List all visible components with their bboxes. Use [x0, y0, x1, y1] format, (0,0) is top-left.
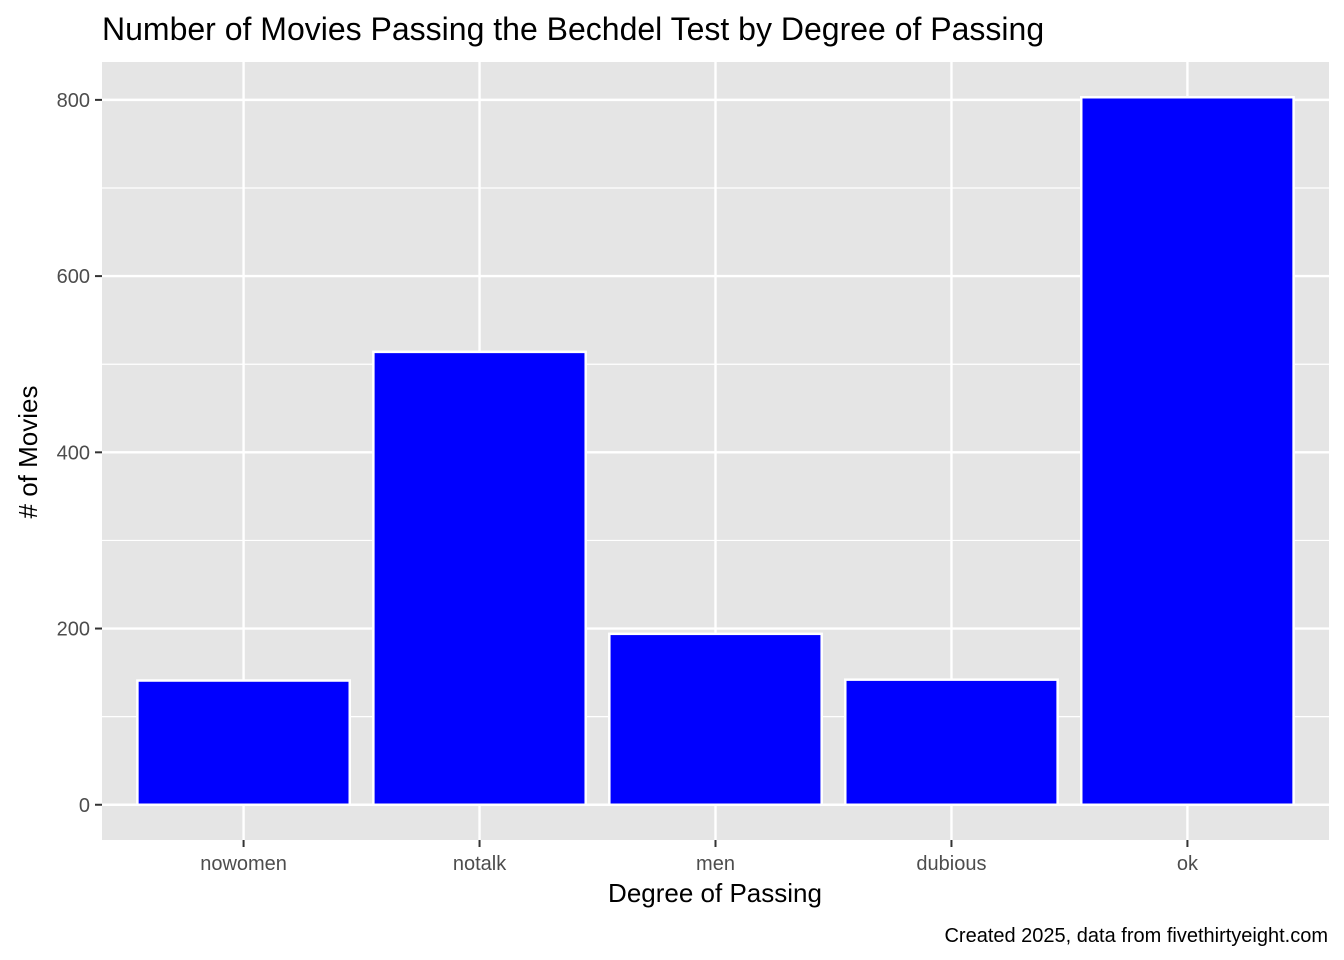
- y-axis-title: # of Movies: [13, 386, 43, 519]
- y-axis-ticks: 0 200 400 600 800: [57, 90, 102, 817]
- x-tick-label-dubious: dubious: [916, 853, 986, 875]
- bar-nowomen: [136, 679, 352, 807]
- y-tick-label: 600: [57, 266, 90, 288]
- y-tick-label: 800: [57, 90, 90, 112]
- x-axis-title: Degree of Passing: [608, 878, 822, 908]
- bars: [136, 95, 1295, 807]
- x-tick-label-men: men: [696, 853, 735, 875]
- y-tick-label: 200: [57, 619, 90, 641]
- chart-title: Number of Movies Passing the Bechdel Tes…: [102, 11, 1044, 47]
- chart-caption: Created 2025, data from fivethirtyeight.…: [944, 925, 1328, 947]
- x-axis-ticks: nowomen notalk men dubious ok: [200, 840, 1199, 875]
- y-tick-label: 400: [57, 442, 90, 464]
- y-tick-label: 0: [79, 795, 90, 817]
- x-tick-label-nowomen: nowomen: [200, 853, 287, 875]
- bar-notalk: [372, 350, 587, 807]
- x-tick-label-ok: ok: [1177, 853, 1199, 875]
- bar-ok: [1079, 95, 1295, 807]
- bar-dubious: [844, 678, 1059, 807]
- x-tick-label-notalk: notalk: [453, 853, 507, 875]
- bar-men: [608, 632, 823, 807]
